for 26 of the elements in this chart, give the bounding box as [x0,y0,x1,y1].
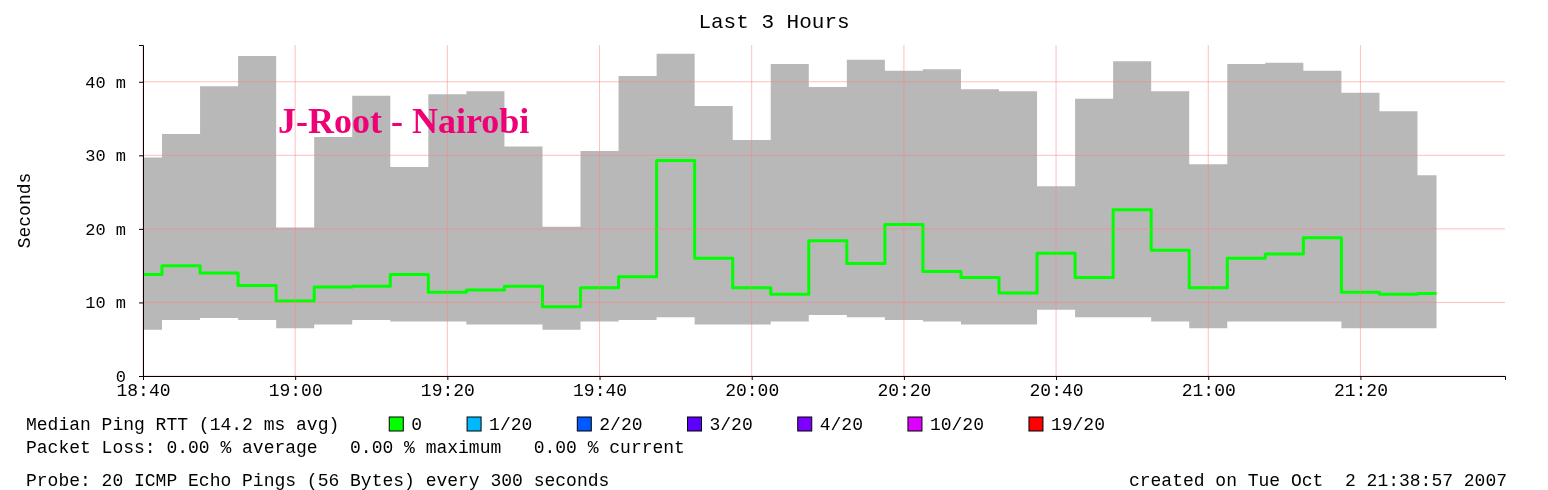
x-tick-label: 21:00 [1181,380,1236,401]
y-tick-label: 10 m [85,294,126,314]
x-tick-label: 21:20 [1333,380,1388,401]
legend-title: Median Ping RTT (14.2 ms avg) [26,415,340,435]
x-tick-label: 20:40 [1029,380,1084,401]
legend-label: 0 [411,415,423,435]
legend-label: 1/20 [489,415,533,435]
y-tick-label: 40 m [85,73,126,93]
legend-label: 2/20 [599,415,643,435]
y-tick-label: 30 m [85,147,126,167]
chart-title: Last 3 Hours [698,11,850,34]
text: Probe: 20 ICMP Echo Pings (56 Bytes) every 300 seconds [26,471,610,490]
x-tick-label: 20:00 [725,380,780,401]
x-tick-label: 19:00 [268,380,323,401]
y-axis-title: Seconds [15,172,35,249]
y-tick-label: 20 m [85,220,126,240]
legend-label: 10/20 [929,415,984,435]
legend-label: 19/20 [1050,415,1105,435]
x-tick-label: 19:40 [573,380,628,401]
x-tick-label: 19:20 [420,380,475,401]
text: Packet Loss: 0.00 % average 0.00 % maximum 0.00 % current [26,438,685,458]
legend-label: 4/20 [819,415,863,435]
legend-label: 3/20 [709,415,753,435]
text: created on Tue Oct 2 21:38:57 2007 [1128,471,1507,490]
x-tick-label: 20:20 [877,380,932,401]
annotation: J-Root - Nairobi [278,101,530,141]
